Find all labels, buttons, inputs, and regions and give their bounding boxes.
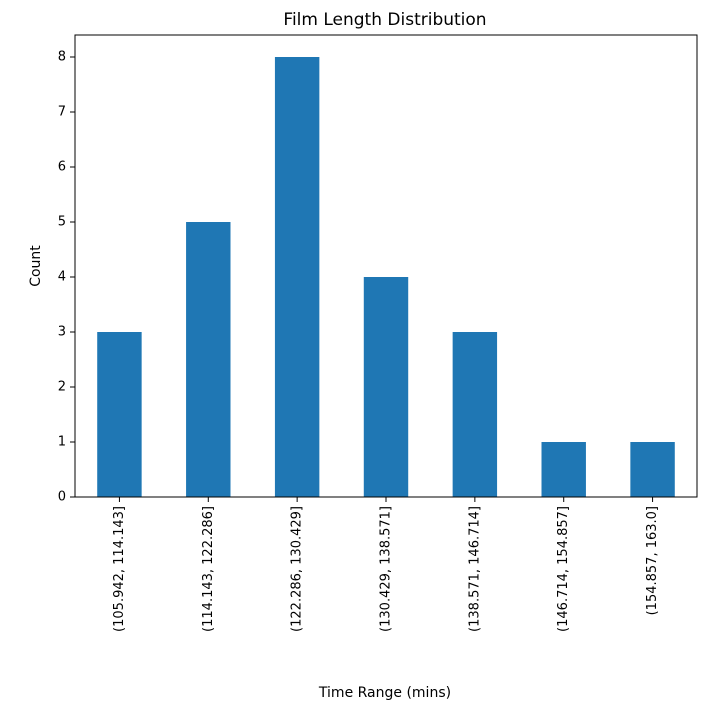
bar-4	[452, 332, 498, 497]
y-tick-label-8: 8	[58, 50, 66, 65]
y-tick-label-6: 6	[58, 160, 66, 175]
y-axis-label: Count	[28, 245, 44, 287]
y-tick-label-2: 2	[58, 380, 66, 395]
bar-1	[186, 222, 231, 497]
bar-5	[541, 442, 586, 497]
y-tick-label-3: 3	[58, 325, 66, 340]
axis-layer: (105.942, 114.143] (114.143, 122.286] (122…	[58, 50, 660, 632]
x-axis-label: Time Range (mins)	[318, 685, 451, 701]
x-tick-label-3: (130.429, 138.571]	[379, 506, 394, 632]
x-tick-label-5: (146.714, 154.857]	[556, 506, 571, 632]
bars-layer	[97, 57, 675, 497]
y-tick-label-0: 0	[58, 490, 66, 505]
bar-0	[97, 332, 142, 497]
x-tick-label-2: (122.286, 130.429]	[290, 506, 305, 632]
y-tick-label-4: 4	[58, 270, 66, 285]
x-tick-label-1: (114.143, 122.286]	[201, 506, 216, 632]
y-tick-label-1: 1	[58, 435, 66, 450]
bar-2	[274, 57, 320, 497]
bar-3	[363, 277, 409, 497]
x-tick-label-0: (105.942, 114.143]	[112, 506, 127, 632]
x-tick-label-6: (154.857, 163.0]	[645, 506, 660, 615]
plot-frame	[74, 34, 698, 498]
x-tick-label-4: (138.571, 146.714]	[467, 506, 482, 632]
y-tick-label-5: 5	[58, 215, 66, 230]
bar-6	[630, 442, 675, 497]
y-tick-label-7: 7	[58, 105, 66, 120]
chart-title: Film Length Distribution	[283, 10, 486, 30]
